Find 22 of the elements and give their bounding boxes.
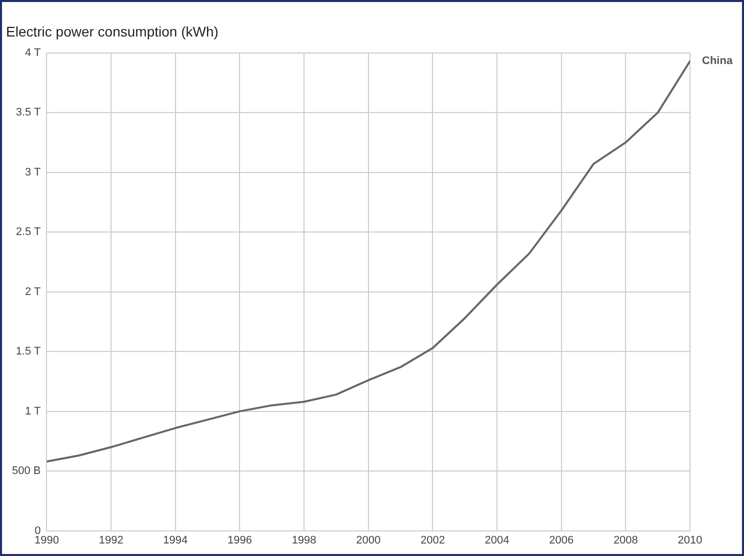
x-tick-label: 2000 [356, 534, 381, 546]
y-tick-label: 2 T [25, 286, 42, 298]
y-tick-label: 0 [34, 524, 41, 537]
x-tick-label: 1996 [227, 534, 252, 546]
x-tick-label: 2004 [484, 534, 510, 546]
x-tick-label: 1998 [292, 534, 316, 546]
x-tick-label: 1990 [34, 534, 59, 546]
y-tick-label: 500 B [12, 465, 41, 478]
y-tick-label: 2.5 T [16, 226, 42, 238]
x-tick-label: 2006 [549, 534, 574, 546]
x-tick-label: 2002 [420, 534, 445, 546]
y-tick-label: 3.5 T [16, 106, 42, 119]
x-tick-label: 1992 [98, 534, 124, 546]
y-tick-label: 1.5 T [16, 346, 42, 358]
series-label: China [702, 55, 734, 68]
x-tick-label: 1994 [163, 534, 188, 546]
y-tick-label: 4 T [25, 46, 42, 59]
y-tick-label: 1 T [25, 405, 42, 418]
x-tick-label: 2010 [678, 534, 702, 546]
y-tick-label: 3 T [25, 166, 42, 178]
chart-title: Electric power consumption (kWh) [6, 23, 218, 40]
x-tick-label: 2008 [613, 534, 638, 546]
